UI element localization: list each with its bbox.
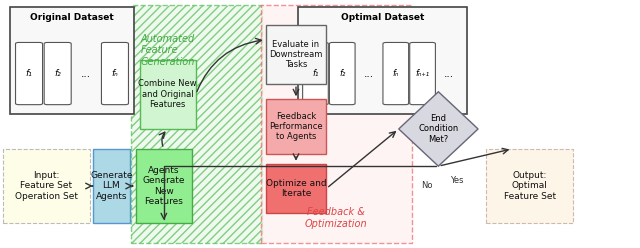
Text: Output:
Optimal
Feature Set: Output: Optimal Feature Set [504, 171, 556, 201]
Text: Optimal Dataset: Optimal Dataset [340, 13, 424, 22]
Text: End
Condition
Met?: End Condition Met? [419, 114, 458, 144]
FancyBboxPatch shape [266, 164, 326, 213]
Text: Combine New
and Original
Features: Combine New and Original Features [138, 79, 197, 109]
Text: f₁: f₁ [26, 69, 33, 78]
FancyBboxPatch shape [266, 25, 326, 84]
FancyBboxPatch shape [44, 42, 71, 105]
FancyBboxPatch shape [131, 5, 262, 243]
Text: ...: ... [444, 68, 454, 79]
Text: Feedback &
Optimization: Feedback & Optimization [305, 207, 367, 229]
Text: Evaluate in
Downstream
Tasks: Evaluate in Downstream Tasks [269, 40, 323, 69]
FancyBboxPatch shape [486, 149, 573, 223]
FancyBboxPatch shape [383, 42, 408, 105]
Text: ...: ... [364, 68, 374, 79]
FancyBboxPatch shape [15, 42, 42, 105]
Text: f₂: f₂ [339, 69, 346, 78]
Text: Automated
Feature
Generation: Automated Feature Generation [141, 33, 195, 67]
FancyBboxPatch shape [303, 42, 328, 105]
FancyBboxPatch shape [102, 42, 129, 105]
Text: Original Dataset: Original Dataset [30, 13, 114, 22]
Text: Input:
Feature Set
Operation Set: Input: Feature Set Operation Set [15, 171, 78, 201]
Polygon shape [399, 92, 478, 166]
FancyBboxPatch shape [298, 7, 467, 114]
Text: ...: ... [81, 68, 92, 79]
Text: Generate
LLM
Agents: Generate LLM Agents [90, 171, 132, 201]
Text: Agents
Generate
New
Features: Agents Generate New Features [143, 166, 185, 206]
FancyBboxPatch shape [93, 149, 130, 223]
FancyBboxPatch shape [136, 149, 192, 223]
FancyBboxPatch shape [140, 60, 196, 129]
Text: fₙ₊₁: fₙ₊₁ [415, 69, 429, 78]
FancyBboxPatch shape [266, 99, 326, 154]
Text: Feedback
Performance
to Agents: Feedback Performance to Agents [269, 112, 323, 141]
FancyBboxPatch shape [330, 42, 355, 105]
Text: fₙ: fₙ [111, 69, 118, 78]
Text: Yes: Yes [451, 176, 464, 185]
FancyBboxPatch shape [10, 7, 134, 114]
Text: fₙ: fₙ [392, 69, 399, 78]
Text: f₁: f₁ [312, 69, 319, 78]
FancyBboxPatch shape [3, 149, 90, 223]
FancyBboxPatch shape [261, 5, 412, 243]
Text: f₂: f₂ [54, 69, 61, 78]
FancyBboxPatch shape [410, 42, 435, 105]
Text: No: No [420, 181, 432, 190]
Text: Optimize and
Iterate: Optimize and Iterate [266, 179, 326, 198]
